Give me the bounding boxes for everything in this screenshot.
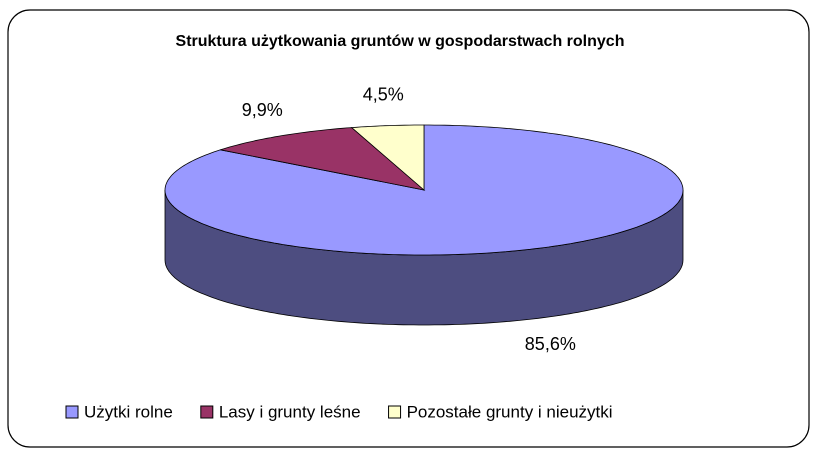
legend-label: Lasy i grunty leśne [219, 402, 361, 421]
slice [220, 127, 426, 191]
legend-label: Pozostałe grunty i nieużytki [407, 402, 613, 421]
data-label: 9,9% [242, 100, 283, 120]
legend-swatch [388, 405, 402, 419]
legend-label: Użytki rolne [84, 402, 173, 421]
slice [350, 124, 425, 191]
chart-title: Struktura użytkowania gruntów w gospodar… [176, 33, 625, 50]
data-label: 4,5% [363, 85, 404, 105]
legend-swatch [200, 405, 214, 419]
data-label: 85,6% [525, 334, 576, 354]
legend-swatch [65, 405, 79, 419]
